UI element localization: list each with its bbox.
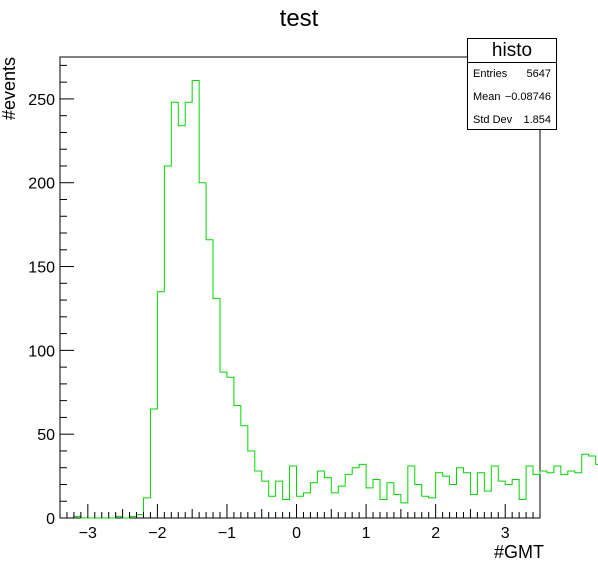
- stats-box: histo Entries 5647 Mean −0.08746 Std Dev…: [467, 38, 557, 130]
- plot-frame: [59, 56, 541, 519]
- stats-mean-value: −0.08746: [504, 91, 551, 103]
- stats-title: histo: [468, 39, 556, 63]
- x-tick-label: 2: [431, 525, 440, 542]
- chart-title: test: [280, 5, 319, 32]
- x-tick-label: 1: [362, 525, 371, 542]
- x-tick-label: 3: [501, 525, 510, 542]
- stats-row-std: Std Dev 1.854: [468, 109, 556, 132]
- y-tick-label: 50: [37, 427, 55, 444]
- y-tick-label: 150: [28, 260, 55, 277]
- x-tick-label: −3: [79, 525, 97, 542]
- y-tick-label: 100: [28, 343, 55, 360]
- stats-row-entries: Entries 5647: [468, 63, 556, 86]
- stats-std-label: Std Dev: [473, 114, 513, 126]
- x-tick-label: −2: [148, 525, 166, 542]
- stats-std-value: 1.854: [523, 114, 551, 126]
- x-tick-label: −1: [218, 525, 236, 542]
- x-axis-label: #GMT: [494, 542, 544, 562]
- y-tick-label: 200: [28, 176, 55, 193]
- y-tick-label: 250: [28, 92, 55, 109]
- y-tick-label: 0: [46, 511, 55, 528]
- stats-mean-label: Mean: [473, 91, 501, 103]
- stats-entries-label: Entries: [473, 68, 508, 80]
- x-tick-label: 0: [292, 525, 301, 542]
- stats-row-mean: Mean −0.08746: [468, 86, 556, 109]
- histogram-series: [60, 79, 598, 519]
- y-axis-label: #events: [0, 57, 19, 120]
- stats-entries-value: 5647: [526, 68, 551, 80]
